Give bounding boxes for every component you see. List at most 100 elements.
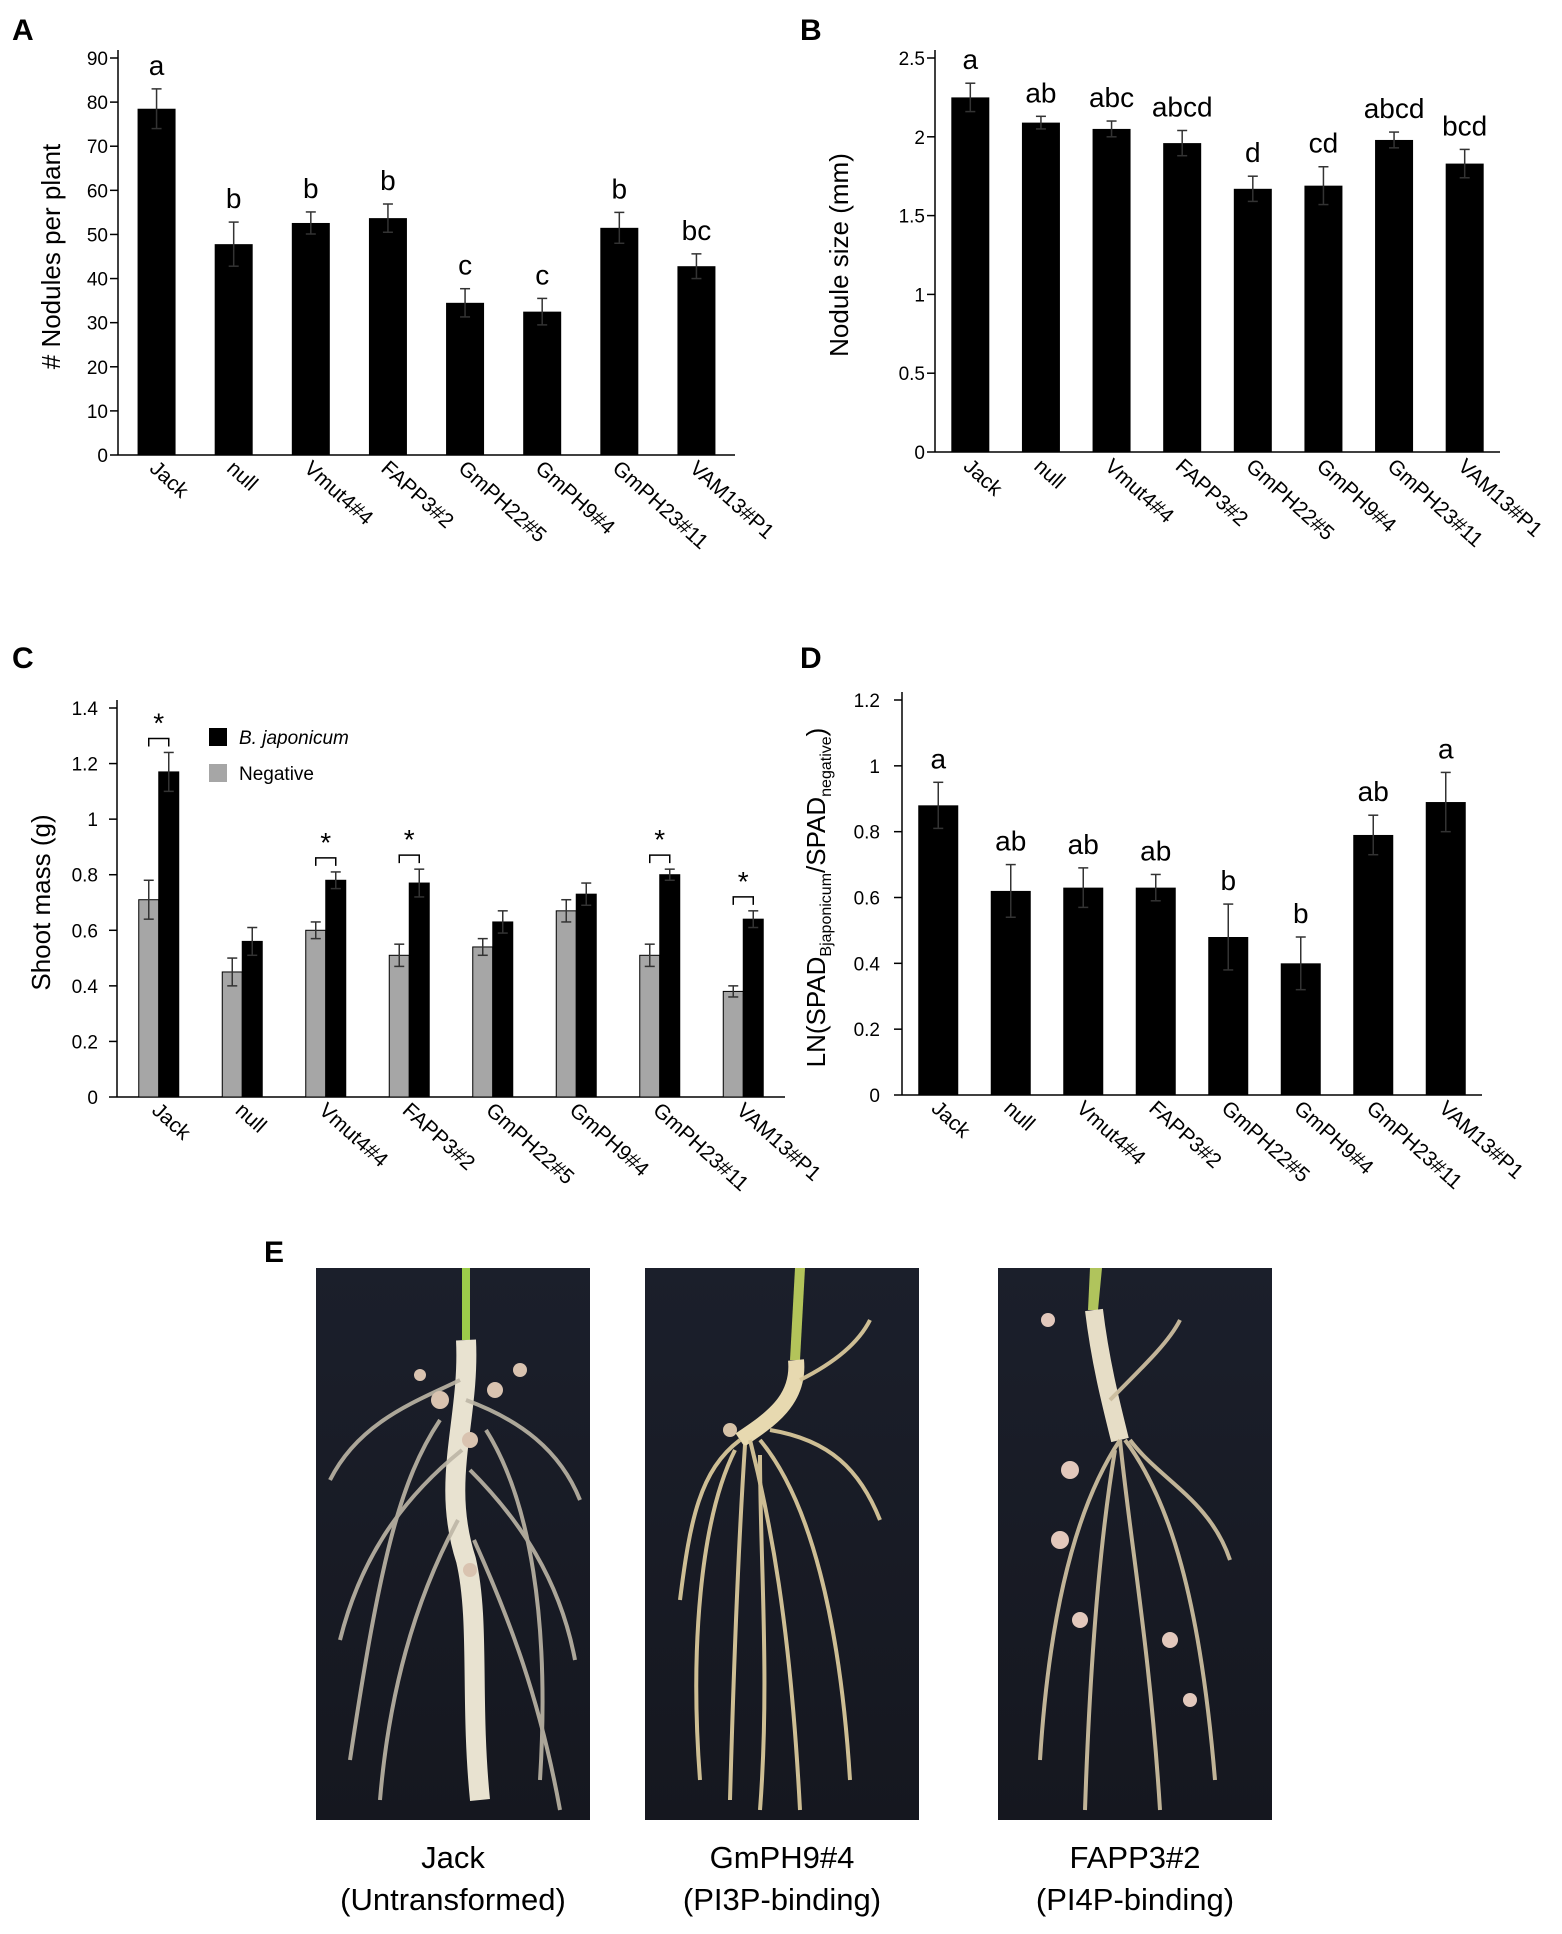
a-significance-vmut4-4: b: [303, 173, 319, 204]
caption-fapp3-desc: (PI4P-binding): [1036, 1882, 1234, 1917]
b-category-fapp3-2: FAPP3#2: [1171, 455, 1252, 531]
a-y-tick-label: 0: [97, 446, 108, 467]
b-category-vmut4-4: Vmut4#4: [1100, 455, 1178, 529]
d-y-tick-label: 0: [869, 1086, 880, 1107]
b-significance-gmph23-11: abcd: [1364, 93, 1425, 124]
c-significance-bracket-vam13-p1: [732, 896, 754, 905]
d-significance-null: ab: [995, 826, 1026, 857]
d-significance-gmph9-4: b: [1293, 898, 1309, 929]
c-category-null: null: [231, 1099, 271, 1138]
c-significance-mark-gmph23-11: *: [654, 824, 665, 855]
c-significance-bracket-vmut4-4: [315, 857, 337, 866]
a-bar-fapp3-2: [368, 218, 407, 455]
b-y-tick-label: 0.5: [899, 364, 925, 385]
c-legend-swatch-negative: [209, 764, 227, 782]
c-bar-b-japonicum-fapp3-2: [408, 882, 430, 1098]
b-significance-fapp3-2: abcd: [1152, 91, 1213, 122]
a-category-jack: Jack: [145, 457, 193, 503]
c-significance-mark-vmut4-4: *: [320, 827, 331, 858]
chart-spad-ratio: 0 0.2 0.4 0.6 0.8 1 1.2 a ab ab ab b b ab a Jack null Vmu…: [801, 691, 1528, 1194]
a-y-tick-label: 60: [87, 181, 108, 202]
caption-gmph9-name: GmPH9#4: [710, 1840, 855, 1875]
b-bar-gmph22-5: [1233, 188, 1272, 453]
c-y-tick-label: 0.2: [72, 1032, 98, 1053]
a-y-tick-label: 20: [87, 358, 108, 379]
photo-jack: [316, 1268, 590, 1820]
b-bar-gmph9-4: [1304, 185, 1343, 452]
c-significance-bracket-jack: [148, 737, 170, 747]
a-significance-vam13-p1: bc: [682, 215, 712, 246]
c-y-tick-label: 1.4: [72, 699, 99, 720]
photo-fapp3: [998, 1268, 1272, 1820]
c-y-tick-label: 1.2: [72, 755, 98, 776]
a-bar-vam13-p1: [677, 266, 716, 455]
a-category-null: null: [222, 457, 262, 496]
c-bar-b-japonicum-jack: [158, 771, 180, 1098]
c-y-tick-label: 1: [87, 810, 98, 831]
b-significance-gmph22-5: d: [1245, 137, 1261, 168]
b-y-tick-label: 2: [914, 128, 925, 149]
c-legend-label-bjaponicum: B. japonicum: [239, 728, 349, 749]
a-y-tick-label: 10: [87, 402, 108, 423]
d-category-fapp3-2: FAPP3#2: [1144, 1097, 1225, 1173]
b-y-tick-label: 1.5: [899, 207, 925, 228]
c-category-jack: Jack: [147, 1099, 195, 1145]
b-y-tick-label: 2.5: [899, 49, 925, 70]
b-category-null: null: [1030, 455, 1070, 494]
d-bar-fapp3-2: [1135, 887, 1176, 1095]
b-y-tick-label: 1: [914, 285, 925, 306]
d-category-jack: Jack: [927, 1097, 975, 1143]
a-y-axis-title: # Nodules per plant: [36, 143, 66, 369]
a-significance-null: b: [226, 183, 242, 214]
b-bar-vmut4-4: [1092, 128, 1131, 453]
c-bar-negative-gmph22-5: [472, 946, 494, 1098]
c-legend-label-negative: Negative: [239, 764, 314, 785]
c-significance-mark-fapp3-2: *: [404, 824, 415, 855]
c-y-tick-label: 0.4: [72, 977, 99, 998]
c-bar-b-japonicum-vam13-p1: [742, 918, 764, 1098]
a-category-vmut4-4: Vmut4#4: [299, 457, 377, 531]
d-significance-gmph22-5: b: [1220, 865, 1236, 896]
b-y-axis-title: Nodule size (mm): [824, 153, 854, 357]
photo-gmph9: [645, 1268, 919, 1820]
panel-letter-c: C: [12, 642, 34, 675]
d-y-axis-title: LN(SPADBjaponicum/SPADnegative): [801, 728, 835, 1068]
c-category-fapp3-2: FAPP3#2: [398, 1099, 479, 1175]
d-bar-vmut4-4: [1063, 887, 1104, 1095]
a-bar-null: [214, 244, 253, 455]
d-y-tick-label: 0.8: [854, 823, 880, 844]
a-bar-gmph9-4: [523, 311, 562, 455]
b-significance-null: ab: [1025, 77, 1056, 108]
c-bar-negative-null: [221, 971, 243, 1098]
c-bar-negative-gmph9-4: [555, 910, 577, 1098]
c-bar-negative-vmut4-4: [305, 929, 327, 1098]
d-bar-gmph23-11: [1353, 834, 1394, 1095]
c-y-tick-label: 0.8: [72, 866, 98, 887]
b-significance-vmut4-4: abc: [1089, 82, 1134, 113]
c-significance-mark-vam13-p1: *: [738, 866, 749, 897]
a-y-tick-label: 40: [87, 270, 108, 291]
c-bar-negative-gmph23-11: [639, 954, 661, 1098]
d-significance-fapp3-2: ab: [1140, 835, 1171, 866]
a-significance-gmph23-11: b: [612, 173, 628, 204]
c-bar-negative-fapp3-2: [388, 954, 410, 1098]
c-legend-swatch-bjaponicum: [209, 728, 227, 746]
caption-jack-name: Jack: [421, 1840, 485, 1875]
a-y-tick-label: 90: [87, 49, 108, 70]
a-y-tick-label: 80: [87, 93, 108, 114]
b-y-tick-label: 0: [914, 443, 925, 464]
d-category-vmut4-4: Vmut4#4: [1072, 1097, 1150, 1171]
panel-letter-b: B: [800, 14, 822, 47]
a-category-fapp3-2: FAPP3#2: [377, 457, 458, 533]
d-bar-jack: [918, 805, 959, 1095]
d-significance-gmph23-11: ab: [1358, 776, 1389, 807]
a-y-tick-label: 70: [87, 137, 108, 158]
panel-letter-e: E: [264, 1236, 284, 1269]
a-significance-gmph22-5: c: [458, 250, 472, 281]
a-bar-vmut4-4: [291, 222, 330, 455]
c-y-tick-label: 0.6: [72, 921, 98, 942]
c-bar-negative-jack: [138, 899, 160, 1098]
